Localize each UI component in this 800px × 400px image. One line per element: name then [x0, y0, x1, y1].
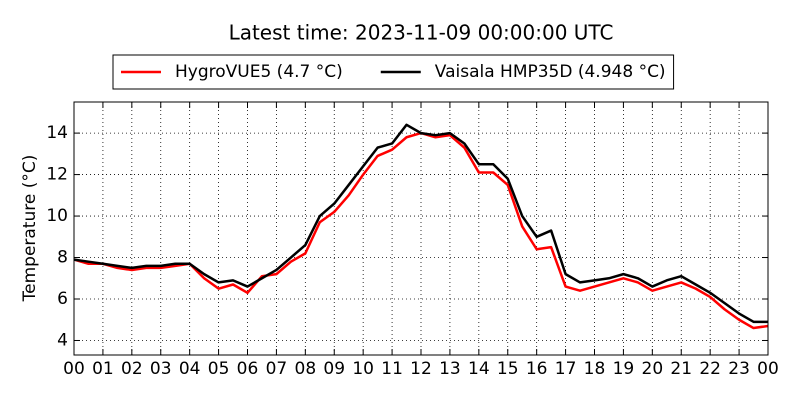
x-tick-label: 20 — [642, 359, 664, 379]
series-line — [73, 123, 768, 324]
x-tick-label: 22 — [699, 359, 721, 379]
y-tick-label: 8 — [57, 248, 68, 268]
plot-frame — [73, 101, 769, 356]
x-tick-label: 23 — [728, 359, 750, 379]
x-tick-label: 14 — [468, 359, 490, 379]
y-tick-label: 12 — [46, 165, 68, 185]
x-tick-label: 21 — [670, 359, 692, 379]
x-tick-label: 00 — [63, 359, 85, 379]
x-tick-label: 03 — [150, 359, 172, 379]
x-tick-label: 05 — [208, 359, 230, 379]
x-tick-label: 13 — [439, 359, 461, 379]
x-tick-label: 16 — [526, 359, 548, 379]
legend-label: HygroVUE5 (4.7 °C) — [175, 62, 343, 82]
x-tick-label: 09 — [323, 359, 345, 379]
x-tick-label: 00 — [757, 359, 779, 379]
x-tick-label: 19 — [613, 359, 635, 379]
y-axis-label: Temperature (°C) — [20, 155, 40, 303]
x-tick-label: 02 — [121, 359, 143, 379]
y-tick-label: 4 — [57, 330, 68, 350]
x-tick-label: 04 — [179, 359, 201, 379]
y-tick-label: 10 — [46, 206, 68, 226]
chart-title: Latest time: 2023-11-09 00:00:00 UTC — [229, 21, 614, 45]
y-tick-label: 14 — [46, 123, 68, 143]
x-tick-label: 06 — [237, 359, 259, 379]
x-tick-label: 11 — [381, 359, 403, 379]
x-tick-label: 08 — [295, 359, 317, 379]
x-tick-label: 18 — [584, 359, 606, 379]
x-tick-label: 17 — [555, 359, 577, 379]
x-tick-label: 01 — [92, 359, 114, 379]
x-tick-label: 10 — [352, 359, 374, 379]
y-tick-label: 6 — [57, 289, 68, 309]
x-tick-label: 07 — [266, 359, 288, 379]
x-tick-label: 12 — [410, 359, 432, 379]
x-tick-label: 15 — [497, 359, 519, 379]
legend-label: Vaisala HMP35D (4.948 °C) — [435, 62, 666, 82]
